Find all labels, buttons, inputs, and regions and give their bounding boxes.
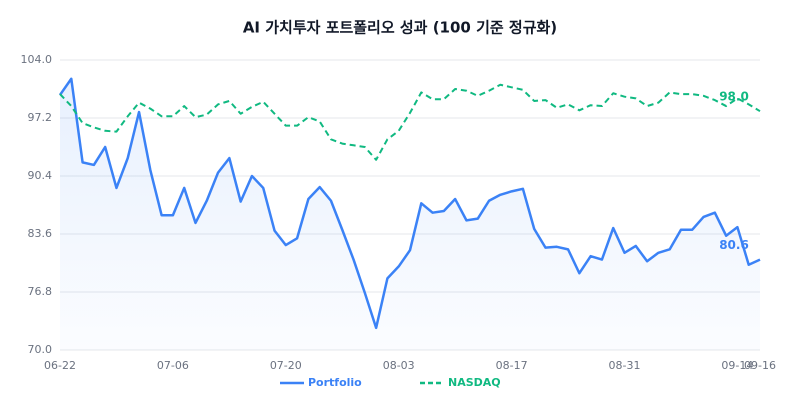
x-tick-label: 07-20	[270, 359, 302, 372]
y-tick-label: 76.8	[28, 285, 53, 298]
value-label: 80.6	[719, 238, 749, 252]
x-tick-label: 08-03	[383, 359, 415, 372]
y-tick-label: 70.0	[28, 343, 53, 356]
x-tick-label: 08-17	[496, 359, 528, 372]
x-tick-label: 07-06	[157, 359, 189, 372]
y-tick-label: 97.2	[28, 111, 53, 124]
area	[60, 78, 760, 350]
y-tick-label: 90.4	[28, 169, 53, 182]
chart-title: AI 가치투자 포트폴리오 성과 (100 기준 정규화)	[243, 19, 557, 37]
x-tick-label: 09-16	[744, 359, 776, 372]
series-line	[58, 77, 761, 330]
x-tick-label: 09-14	[721, 359, 753, 372]
y-tick-label: 104.0	[21, 53, 53, 66]
x-tick-label: 08-31	[609, 359, 641, 372]
value-label: 98.0	[719, 90, 749, 104]
y-tick-label: 83.6	[28, 227, 53, 240]
legend-label: Portfolio	[308, 376, 362, 389]
x-tick-label: 06-22	[44, 359, 76, 372]
legend-label: NASDAQ	[448, 376, 501, 389]
series-line	[59, 83, 761, 161]
